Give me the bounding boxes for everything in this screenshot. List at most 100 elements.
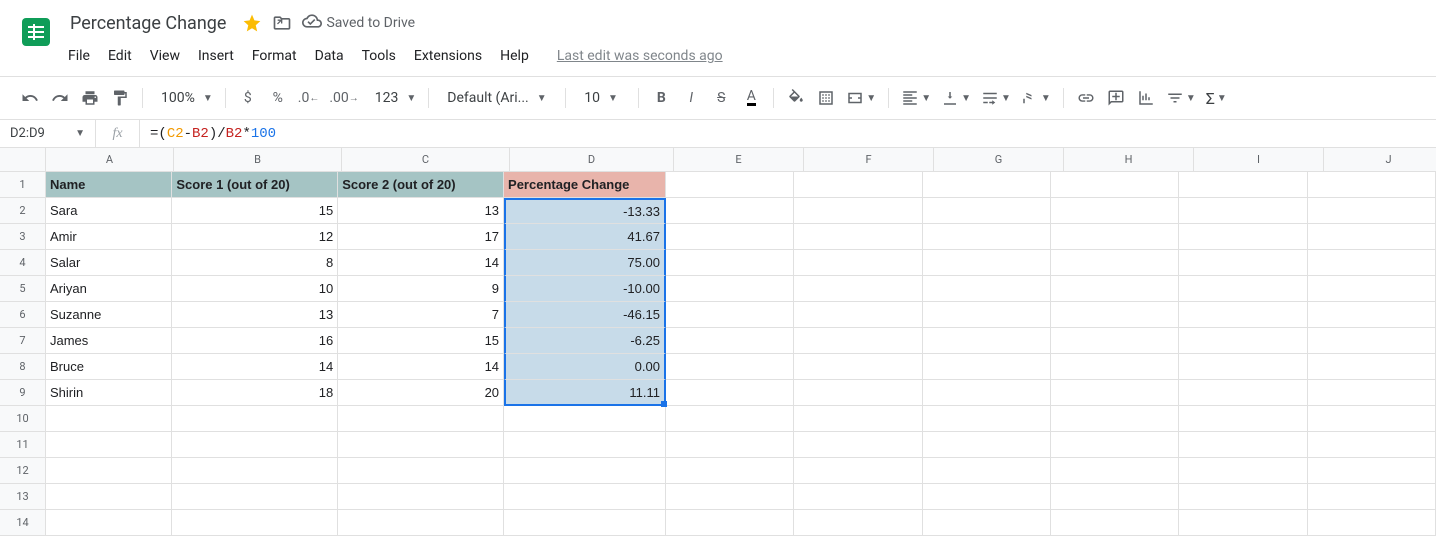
cell-B6[interactable]: 13 (172, 302, 338, 328)
cell-E4[interactable] (666, 250, 794, 276)
cell-D6[interactable]: -46.15 (504, 302, 666, 328)
cell-D12[interactable] (504, 458, 666, 484)
row-header-13[interactable]: 13 (0, 484, 46, 510)
row-header-2[interactable]: 2 (0, 198, 46, 224)
row-header-6[interactable]: 6 (0, 302, 46, 328)
cell-A7[interactable]: James (46, 328, 172, 354)
cell-E14[interactable] (666, 510, 794, 536)
cell-H1[interactable] (1051, 172, 1179, 198)
cell-G11[interactable] (923, 432, 1051, 458)
cell-G13[interactable] (923, 484, 1051, 510)
chart-icon[interactable] (1132, 84, 1160, 112)
cell-B11[interactable] (172, 432, 338, 458)
cell-E6[interactable] (666, 302, 794, 328)
cell-C5[interactable]: 9 (338, 276, 504, 302)
cell-J7[interactable] (1308, 328, 1436, 354)
cell-F5[interactable] (794, 276, 922, 302)
menu-insert[interactable]: Insert (190, 44, 242, 68)
cell-E7[interactable] (666, 328, 794, 354)
text-wrap-icon[interactable]: ▼ (977, 84, 1015, 112)
star-icon[interactable] (242, 13, 262, 33)
cell-B9[interactable]: 18 (172, 380, 338, 406)
cell-F14[interactable] (794, 510, 922, 536)
strikethrough-icon[interactable]: S (707, 84, 735, 112)
cell-A1[interactable]: Name (46, 172, 172, 198)
paint-format-icon[interactable] (106, 84, 134, 112)
cell-J5[interactable] (1308, 276, 1436, 302)
cell-G14[interactable] (923, 510, 1051, 536)
cell-J4[interactable] (1308, 250, 1436, 276)
cell-H9[interactable] (1051, 380, 1179, 406)
document-title[interactable]: Percentage Change (64, 11, 232, 36)
cell-I4[interactable] (1179, 250, 1307, 276)
menu-extensions[interactable]: Extensions (406, 44, 490, 68)
cell-F8[interactable] (794, 354, 922, 380)
font-dropdown[interactable]: Default (Ari...▼ (437, 84, 557, 112)
cell-A10[interactable] (46, 406, 172, 432)
row-header-5[interactable]: 5 (0, 276, 46, 302)
cell-J12[interactable] (1308, 458, 1436, 484)
cell-B7[interactable]: 16 (172, 328, 338, 354)
menu-view[interactable]: View (142, 44, 188, 68)
cell-D3[interactable]: 41.67 (504, 224, 666, 250)
cell-J6[interactable] (1308, 302, 1436, 328)
cell-A13[interactable] (46, 484, 172, 510)
cell-C1[interactable]: Score 2 (out of 20) (338, 172, 504, 198)
cell-F7[interactable] (794, 328, 922, 354)
cell-H14[interactable] (1051, 510, 1179, 536)
row-header-1[interactable]: 1 (0, 172, 46, 198)
cell-E9[interactable] (666, 380, 794, 406)
text-color-icon[interactable]: A (737, 84, 765, 112)
col-header-I[interactable]: I (1194, 148, 1324, 172)
cell-J3[interactable] (1308, 224, 1436, 250)
col-header-A[interactable]: A (46, 148, 174, 172)
currency-icon[interactable]: $ (234, 84, 262, 112)
cell-H12[interactable] (1051, 458, 1179, 484)
font-size-dropdown[interactable]: 10▼ (574, 84, 630, 112)
cell-E11[interactable] (666, 432, 794, 458)
bold-icon[interactable]: B (647, 84, 675, 112)
merge-cells-icon[interactable]: ▼ (842, 84, 880, 112)
menu-file[interactable]: File (60, 44, 98, 68)
col-header-E[interactable]: E (674, 148, 804, 172)
cell-G8[interactable] (923, 354, 1051, 380)
cell-I8[interactable] (1179, 354, 1307, 380)
last-edit-link[interactable]: Last edit was seconds ago (557, 48, 723, 64)
cell-A12[interactable] (46, 458, 172, 484)
cell-E12[interactable] (666, 458, 794, 484)
cell-G6[interactable] (923, 302, 1051, 328)
col-header-H[interactable]: H (1064, 148, 1194, 172)
vertical-align-icon[interactable]: ▼ (937, 84, 975, 112)
menu-data[interactable]: Data (307, 44, 352, 68)
row-header-11[interactable]: 11 (0, 432, 46, 458)
cell-F10[interactable] (794, 406, 922, 432)
cell-D10[interactable] (504, 406, 666, 432)
col-header-C[interactable]: C (342, 148, 510, 172)
cell-C7[interactable]: 15 (338, 328, 504, 354)
row-header-4[interactable]: 4 (0, 250, 46, 276)
cell-G12[interactable] (923, 458, 1051, 484)
cell-E8[interactable] (666, 354, 794, 380)
cell-G4[interactable] (923, 250, 1051, 276)
cell-F3[interactable] (794, 224, 922, 250)
cell-J10[interactable] (1308, 406, 1436, 432)
cell-H6[interactable] (1051, 302, 1179, 328)
cell-C11[interactable] (338, 432, 504, 458)
col-header-J[interactable]: J (1324, 148, 1436, 172)
cell-E3[interactable] (666, 224, 794, 250)
cell-C8[interactable]: 14 (338, 354, 504, 380)
cell-A14[interactable] (46, 510, 172, 536)
cell-F4[interactable] (794, 250, 922, 276)
cell-B14[interactable] (172, 510, 338, 536)
cell-H10[interactable] (1051, 406, 1179, 432)
comment-icon[interactable] (1102, 84, 1130, 112)
row-header-10[interactable]: 10 (0, 406, 46, 432)
cell-H5[interactable] (1051, 276, 1179, 302)
formula-input[interactable]: =(C2-B2)/B2*100 (140, 126, 1436, 142)
cell-C6[interactable]: 7 (338, 302, 504, 328)
cell-A4[interactable]: Salar (46, 250, 172, 276)
cell-B10[interactable] (172, 406, 338, 432)
cell-I10[interactable] (1179, 406, 1307, 432)
cell-A11[interactable] (46, 432, 172, 458)
cell-J11[interactable] (1308, 432, 1436, 458)
